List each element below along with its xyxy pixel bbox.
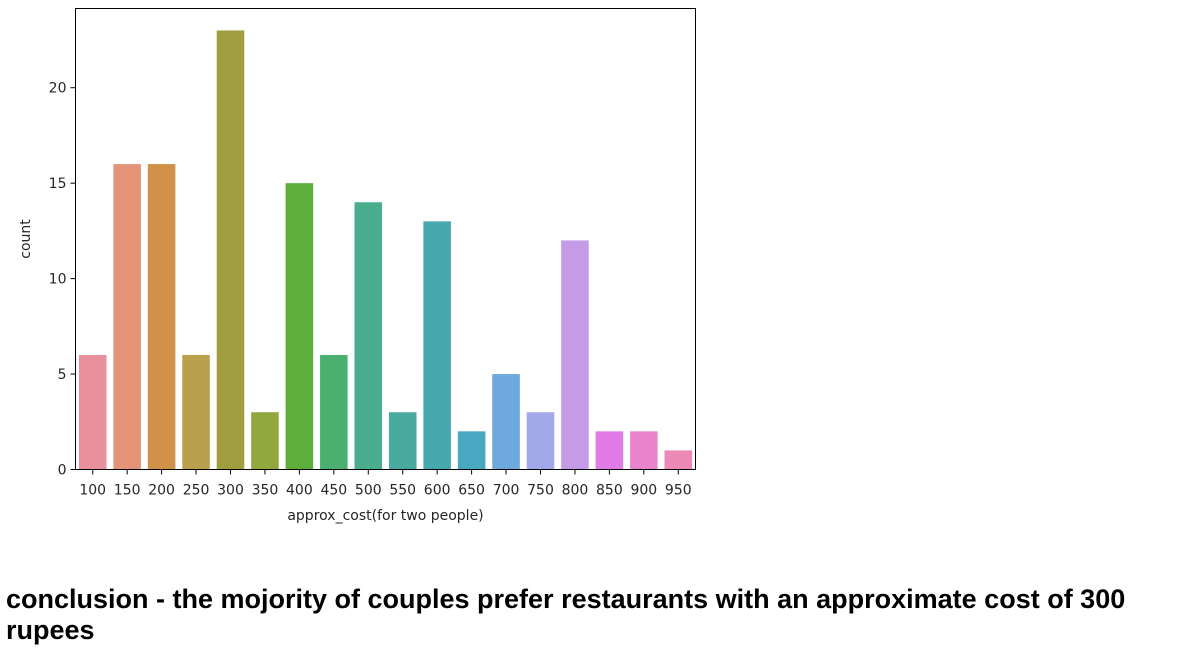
y-tick-label: 5 (58, 367, 67, 383)
x-tick-label: 950 (665, 483, 692, 499)
x-tick-label: 700 (493, 483, 520, 499)
x-tick-label: 150 (114, 483, 141, 499)
x-tick-label: 200 (148, 483, 175, 499)
bar-200 (147, 164, 176, 470)
x-tick-label: 250 (183, 483, 210, 499)
y-tick-label: 15 (49, 176, 67, 192)
x-tick-label: 500 (355, 483, 382, 499)
x-tick-label: 750 (527, 483, 554, 499)
conclusion-text: conclusion - the mojority of couples pre… (6, 584, 1126, 645)
x-tick-label: 300 (217, 483, 244, 499)
y-tick-label: 20 (49, 81, 67, 97)
bar-150 (113, 164, 141, 470)
bar-600 (423, 221, 451, 470)
x-tick-label: 550 (389, 483, 416, 499)
x-tick-label: 450 (320, 483, 347, 499)
bar-300 (216, 30, 245, 470)
bar-250 (182, 354, 210, 470)
bar-650 (457, 431, 486, 470)
bars-group (78, 30, 693, 470)
plot-frame (75, 8, 696, 470)
bar-900 (630, 431, 658, 470)
bar-950 (664, 450, 693, 470)
x-axis-label: approx_cost(for two people) (287, 508, 483, 524)
bar-350 (251, 412, 279, 470)
x-tick-label: 400 (286, 483, 313, 499)
y-axis-ticks: 0 5 10 15 20 (49, 81, 76, 479)
x-tick-label: 650 (458, 483, 485, 499)
x-tick-label: 800 (562, 483, 589, 499)
bar-100 (78, 354, 107, 470)
x-tick-label: 100 (79, 483, 106, 499)
y-tick-label: 10 (49, 272, 67, 288)
bar-700 (492, 374, 520, 470)
bar-850 (595, 431, 624, 470)
y-tick-label: 0 (58, 463, 67, 479)
x-tick-label: 900 (630, 483, 657, 499)
bar-500 (354, 202, 383, 470)
bar-chart: 0 5 10 15 20 100 150 200 250 300 350 400 450 500 550 6… (18, 8, 696, 524)
bar-800 (561, 240, 589, 470)
x-tick-label: 850 (596, 483, 623, 499)
bar-400 (285, 183, 314, 470)
x-tick-label: 350 (252, 483, 279, 499)
bar-550 (388, 412, 417, 470)
x-tick-label: 600 (424, 483, 451, 499)
y-axis-label: count (18, 219, 34, 259)
x-axis-ticks: 100 150 200 250 300 350 400 450 500 550 600 650 700 7… (79, 469, 692, 499)
bar-750 (526, 412, 555, 470)
bar-450 (320, 354, 348, 470)
